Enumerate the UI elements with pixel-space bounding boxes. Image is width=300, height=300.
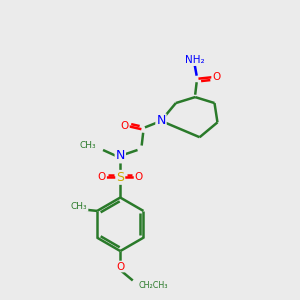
Text: O: O xyxy=(98,172,106,182)
Text: S: S xyxy=(116,171,124,184)
Text: CH₃: CH₃ xyxy=(79,141,96,150)
Text: O: O xyxy=(212,72,220,82)
Text: O: O xyxy=(135,172,143,182)
Text: O: O xyxy=(121,121,129,131)
Text: NH₂: NH₂ xyxy=(185,55,205,65)
Text: CH₃: CH₃ xyxy=(71,202,88,211)
Text: CH₂CH₃: CH₂CH₃ xyxy=(139,281,168,290)
Text: O: O xyxy=(116,262,124,272)
Text: N: N xyxy=(116,149,125,162)
Text: N: N xyxy=(156,114,166,128)
